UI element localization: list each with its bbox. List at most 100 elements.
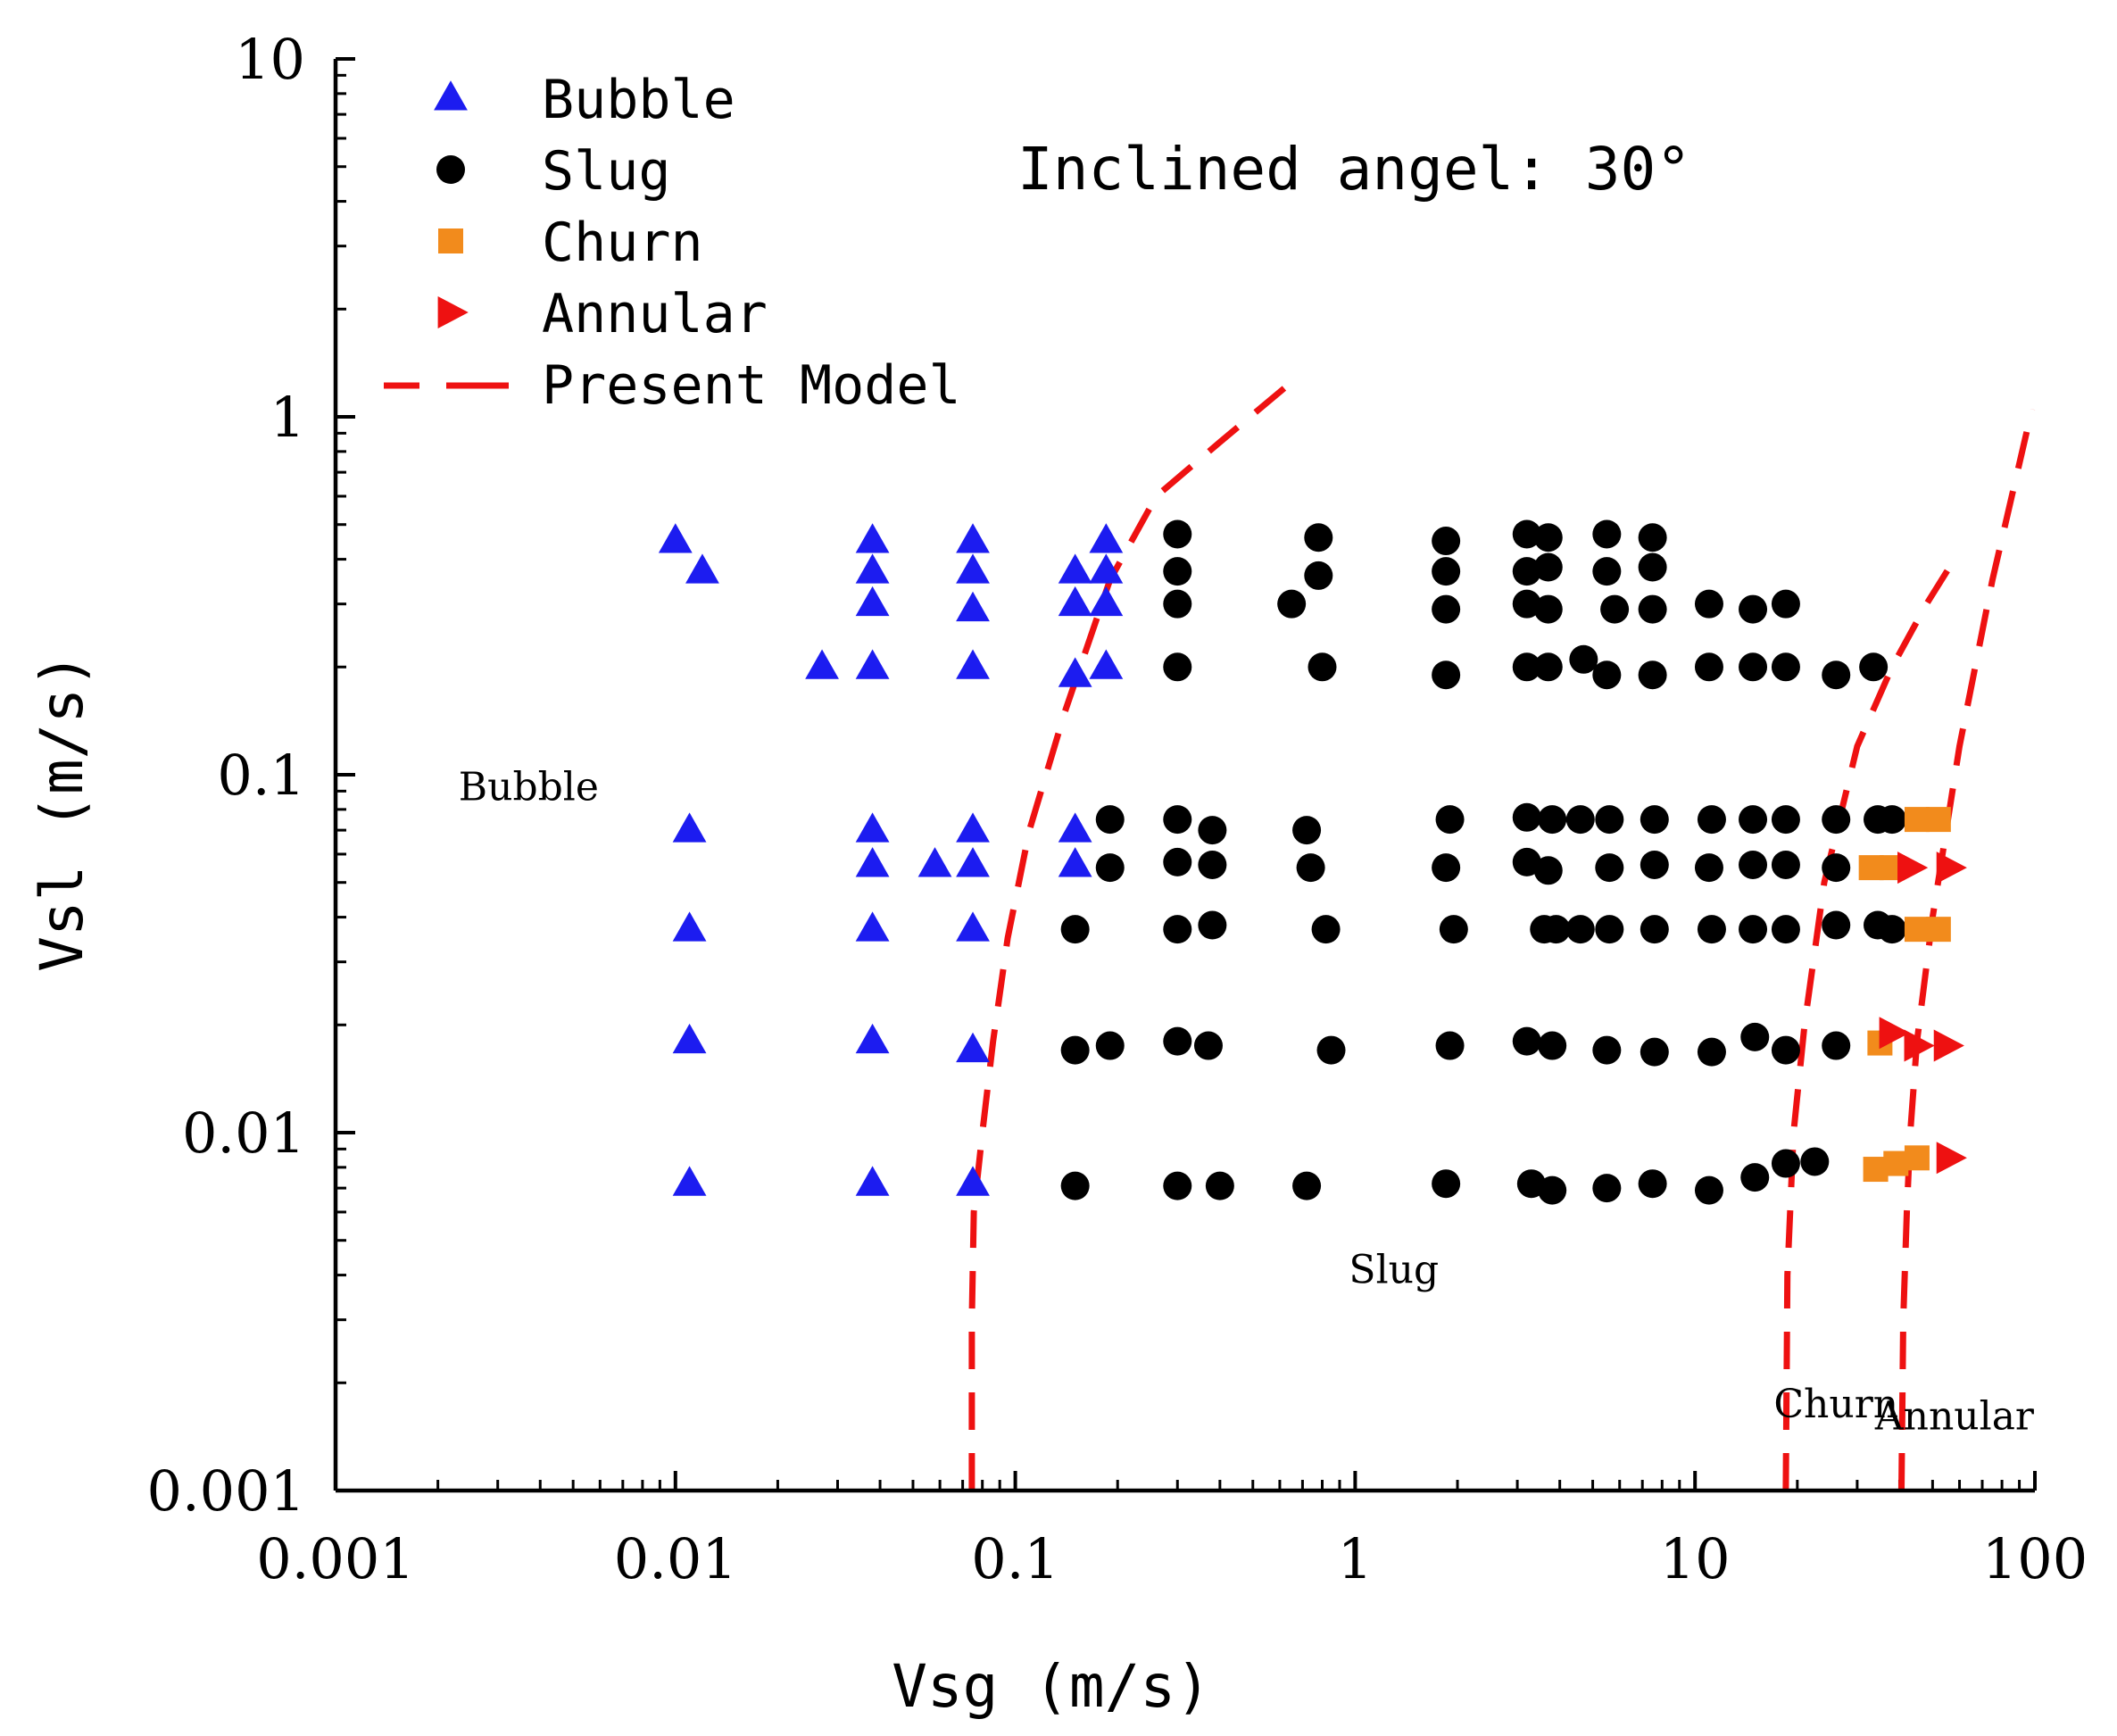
slug-point bbox=[1512, 557, 1541, 586]
bubble-point bbox=[956, 812, 990, 843]
slug-point bbox=[1822, 805, 1851, 835]
bubble-point bbox=[1058, 657, 1092, 687]
legend-label-annular: Annular bbox=[542, 283, 768, 345]
slug-point bbox=[1095, 1031, 1125, 1060]
inclination-annotation: Inclined angel: 30° bbox=[1017, 135, 1691, 204]
slug-point bbox=[1277, 589, 1307, 619]
y-tick-label: 1 bbox=[270, 385, 305, 450]
bubble-point bbox=[956, 591, 990, 622]
slug-point bbox=[1739, 652, 1768, 682]
region-label-bubble: Bubble bbox=[459, 764, 599, 810]
slug-point bbox=[1595, 853, 1624, 883]
x-tick-label: 0.001 bbox=[256, 1526, 415, 1591]
annular-point bbox=[1933, 1029, 1964, 1062]
slug-point bbox=[1512, 589, 1541, 619]
slug-point bbox=[1771, 805, 1800, 835]
bubble-point bbox=[917, 847, 952, 877]
legend-label-churn: Churn bbox=[542, 212, 703, 274]
present-model-boundary-2 bbox=[1782, 557, 1957, 1491]
bubble-point bbox=[855, 586, 890, 617]
slug-point bbox=[1163, 1026, 1192, 1056]
slug-point bbox=[1163, 805, 1192, 835]
y-axis-title: Vsl (m/s) bbox=[28, 652, 96, 972]
slug-point bbox=[1800, 1147, 1830, 1176]
annular-point bbox=[1897, 851, 1929, 885]
slug-point bbox=[1740, 1163, 1770, 1192]
y-tick-label: 0.1 bbox=[217, 743, 305, 808]
slug-point bbox=[1569, 644, 1598, 674]
slug-point bbox=[1095, 853, 1125, 883]
bubble-point bbox=[1058, 812, 1092, 843]
bubble-point bbox=[956, 1032, 990, 1063]
slug-point bbox=[1163, 652, 1192, 682]
slug-point bbox=[1163, 847, 1192, 876]
slug-point bbox=[1432, 660, 1461, 690]
slug-point bbox=[1163, 915, 1192, 944]
bubble-point bbox=[855, 812, 890, 843]
series-annular bbox=[1879, 851, 1967, 1175]
legend-label-slug: Slug bbox=[542, 140, 671, 203]
slug-point bbox=[1592, 519, 1622, 549]
slug-point bbox=[1316, 1035, 1346, 1065]
slug-point bbox=[1198, 850, 1227, 879]
region-label-annular: Annular bbox=[1874, 1394, 2035, 1440]
bubble-point bbox=[672, 1023, 707, 1054]
slug-point bbox=[1771, 850, 1800, 879]
x-tick-label: 0.01 bbox=[614, 1526, 737, 1591]
slug-point bbox=[1163, 557, 1192, 586]
slug-point bbox=[1296, 853, 1325, 883]
slug-point bbox=[1694, 589, 1723, 619]
bubble-point bbox=[805, 649, 839, 679]
slug-point bbox=[1205, 1171, 1234, 1200]
slug-point bbox=[1638, 523, 1667, 552]
present-model-boundary-3 bbox=[1898, 408, 2036, 1491]
slug-point bbox=[1638, 594, 1667, 624]
x-tick-label: 1 bbox=[1338, 1526, 1373, 1591]
bubble-point bbox=[855, 847, 890, 877]
slug-point bbox=[1304, 561, 1333, 590]
slug-point bbox=[1739, 850, 1768, 879]
axes bbox=[333, 59, 2035, 1493]
slug-point bbox=[1640, 915, 1669, 944]
slug-point bbox=[1638, 1169, 1667, 1199]
y-tick-label: 0.001 bbox=[147, 1458, 306, 1524]
legend-label-bubble: Bubble bbox=[542, 69, 735, 131]
bubble-point bbox=[1089, 649, 1124, 679]
bubble-point bbox=[672, 812, 707, 843]
bubble-point bbox=[855, 553, 890, 584]
slug-point bbox=[1439, 915, 1468, 944]
slug-point bbox=[1060, 1171, 1090, 1200]
slug-point bbox=[1822, 910, 1851, 940]
slug-point bbox=[1771, 589, 1800, 619]
legend-label-present-model: Present Model bbox=[542, 354, 961, 417]
x-tick-label: 100 bbox=[1982, 1526, 2088, 1591]
bubble-point bbox=[672, 911, 707, 942]
bubble-point bbox=[855, 649, 890, 679]
slug-point bbox=[1533, 652, 1563, 682]
bubble-point bbox=[956, 1166, 990, 1196]
slug-point bbox=[1640, 805, 1669, 835]
slug-point bbox=[1859, 652, 1889, 682]
slug-point bbox=[1697, 1037, 1726, 1067]
slug-point bbox=[1565, 805, 1595, 835]
bubble-point bbox=[956, 847, 990, 877]
slug-point bbox=[1771, 652, 1800, 682]
bubble-point bbox=[1058, 586, 1092, 617]
bubble-point bbox=[685, 553, 719, 584]
slug-point bbox=[1435, 805, 1465, 835]
slug-point bbox=[1533, 856, 1563, 885]
annular-point bbox=[1904, 1029, 1935, 1062]
churn-point bbox=[1904, 807, 1930, 833]
slug-point bbox=[1308, 652, 1337, 682]
slug-point bbox=[1595, 915, 1624, 944]
slug-point bbox=[1771, 1149, 1800, 1178]
present-model-boundary-1 bbox=[968, 383, 1290, 1491]
slug-point bbox=[1739, 805, 1768, 835]
slug-point bbox=[1694, 652, 1723, 682]
slug-point bbox=[1432, 853, 1461, 883]
slug-point bbox=[1512, 1026, 1541, 1056]
bubble-point bbox=[956, 649, 990, 679]
legend-bubble-swatch bbox=[434, 80, 468, 111]
slug-point bbox=[1060, 915, 1090, 944]
